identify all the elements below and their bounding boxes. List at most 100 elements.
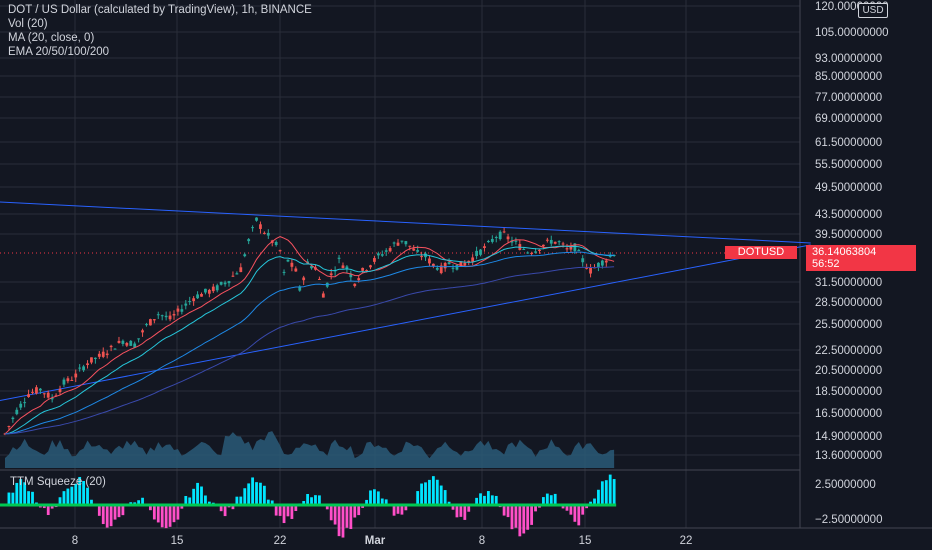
squeeze-bar <box>97 505 101 516</box>
candle-body <box>553 241 557 244</box>
squeeze-bar <box>329 505 333 521</box>
squeeze-bar <box>286 505 290 517</box>
candle-body <box>369 265 372 268</box>
candle-body <box>207 289 211 294</box>
price-tick-label: 49.50000000 <box>815 182 882 194</box>
squeeze-bar <box>428 479 431 505</box>
squeeze-bar <box>270 500 274 505</box>
candle-body <box>192 298 196 302</box>
squeeze-bar <box>424 482 427 505</box>
squeeze-bar <box>19 479 23 505</box>
squeeze-bar <box>176 505 180 520</box>
candle-body <box>200 293 203 297</box>
candle-body <box>90 357 93 363</box>
candle-body <box>101 351 105 357</box>
squeeze-bar <box>542 497 545 505</box>
squeeze-bar <box>149 505 152 511</box>
squeeze-bar <box>577 505 581 526</box>
price-tick-label: 14.90000000 <box>815 431 882 443</box>
candle-body <box>70 379 74 381</box>
candle-body <box>392 242 396 244</box>
candle-body <box>431 263 435 267</box>
time-tick-label: 15 <box>171 535 184 547</box>
ma-indicator-label[interactable]: MA (20, close, 0) <box>8 32 95 44</box>
squeeze-bar <box>101 505 105 525</box>
candle-body <box>526 252 530 254</box>
squeeze-bar <box>373 489 376 505</box>
squeeze-bar <box>325 505 329 510</box>
currency-button[interactable]: USD <box>858 3 888 18</box>
candle-body <box>577 249 581 251</box>
squeeze-bar <box>262 485 266 505</box>
squeeze-bar <box>160 505 164 528</box>
ema50-line <box>4 251 615 435</box>
ttm-squeeze-label[interactable]: TTM Squeeze (20) <box>10 476 106 488</box>
candle-body <box>498 231 502 240</box>
price-tick-label: 28.50000000 <box>815 297 882 309</box>
candle-body <box>262 232 266 234</box>
squeeze-bar <box>404 505 408 511</box>
squeeze-bar <box>569 505 573 515</box>
candle-body <box>329 273 333 276</box>
candle-body <box>145 324 148 326</box>
ema-indicator-label[interactable]: EMA 20/50/100/200 <box>8 46 110 58</box>
candle-body <box>538 249 541 252</box>
squeeze-bar <box>219 505 223 512</box>
squeeze-bar <box>78 476 82 505</box>
squeeze-bar <box>612 479 616 505</box>
squeeze-bar <box>274 505 278 516</box>
squeeze-bar <box>290 505 294 519</box>
volume-indicator-label[interactable]: Vol (20) <box>8 18 48 30</box>
candle-body <box>530 253 534 255</box>
candle-body <box>318 278 321 280</box>
candle-body <box>298 286 302 291</box>
squeeze-bar <box>266 499 270 505</box>
candle-body <box>259 224 262 229</box>
candle-body <box>581 258 585 263</box>
squeeze-bar <box>600 481 604 505</box>
squeeze-bar <box>314 495 317 505</box>
squeeze-bar <box>593 498 596 505</box>
squeeze-bar <box>589 501 592 505</box>
price-tick-label: 69.00000000 <box>815 113 882 125</box>
squeeze-bar <box>235 496 239 505</box>
candle-body <box>510 240 514 243</box>
candle-body <box>561 243 565 245</box>
squeeze-bar <box>278 505 282 516</box>
squeeze-bar <box>349 505 353 530</box>
squeeze-bar <box>502 505 506 516</box>
candle-body <box>349 273 353 278</box>
candle-body <box>105 353 109 356</box>
candle-body <box>341 265 345 269</box>
squeeze-bar <box>518 505 522 537</box>
candle-body <box>604 260 608 263</box>
squeeze-bar <box>231 505 235 510</box>
squeeze-bar <box>302 501 306 505</box>
candle-body <box>184 303 188 306</box>
squeeze-bar <box>597 489 600 505</box>
candle-body <box>337 257 341 259</box>
candle-body <box>152 319 156 321</box>
price-tick-label: 43.50000000 <box>815 209 882 221</box>
candle-body <box>506 236 510 240</box>
squeeze-bar <box>376 491 380 505</box>
squeeze-bar <box>247 483 251 505</box>
price-tick-label: 20.50000000 <box>815 365 882 377</box>
candle-body <box>223 282 227 285</box>
candle-body <box>7 426 11 428</box>
time-tick-label: 22 <box>680 535 693 547</box>
candle-body <box>239 267 243 273</box>
price-tick-label: 22.50000000 <box>815 345 882 357</box>
squeeze-bar <box>204 495 207 505</box>
candle-body <box>266 232 270 236</box>
candle-body <box>321 293 325 298</box>
squeeze-bar <box>196 482 199 505</box>
candle-body <box>282 271 286 273</box>
squeeze-bar <box>90 499 93 505</box>
squeeze-bar <box>15 482 19 505</box>
trendline-upper <box>0 201 811 244</box>
candle-body <box>353 283 357 287</box>
squeeze-bar <box>86 487 89 505</box>
candle-body <box>310 266 313 269</box>
